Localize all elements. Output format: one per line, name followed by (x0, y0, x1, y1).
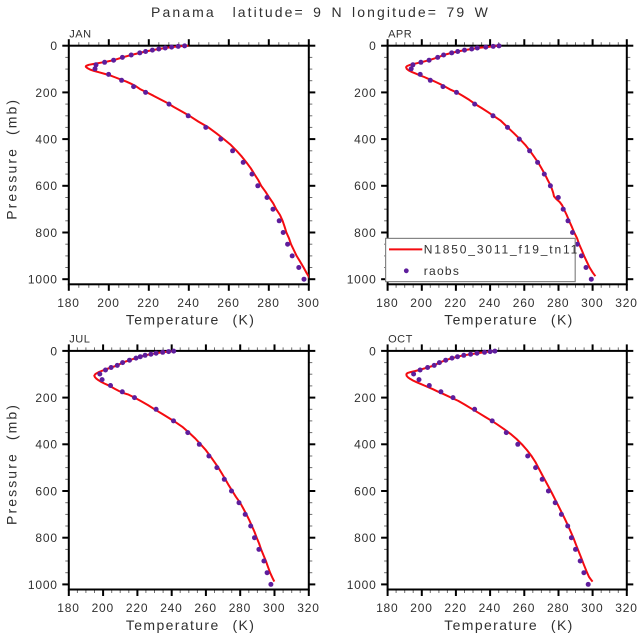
svg-text:JUL: JUL (69, 334, 90, 346)
svg-text:800: 800 (354, 226, 376, 240)
svg-text:300: 300 (297, 296, 319, 310)
svg-text:320: 320 (615, 601, 637, 615)
svg-text:240: 240 (479, 601, 501, 615)
svg-text:600: 600 (354, 484, 376, 498)
svg-text:320: 320 (615, 296, 637, 310)
svg-text:180: 180 (376, 601, 398, 615)
svg-text:Temperature (K): Temperature (K) (126, 617, 255, 633)
svg-text:Pressure (mb): Pressure (mb) (4, 403, 20, 525)
svg-text:Panama latitude= 9 N longitud: Panama latitude= 9 N longitude= 79 W (151, 4, 490, 20)
svg-text:APR: APR (388, 28, 412, 40)
svg-text:OCT: OCT (388, 334, 413, 346)
svg-text:200: 200 (410, 296, 432, 310)
svg-text:220: 220 (444, 601, 466, 615)
svg-text:Pressure (mb): Pressure (mb) (4, 98, 20, 220)
svg-text:200: 200 (35, 86, 57, 100)
svg-text:200: 200 (354, 86, 376, 100)
svg-text:220: 220 (444, 296, 466, 310)
svg-text:800: 800 (35, 226, 57, 240)
svg-text:280: 280 (229, 601, 251, 615)
svg-text:Temperature (K): Temperature (K) (126, 312, 255, 328)
svg-text:0: 0 (369, 344, 376, 358)
svg-text:600: 600 (354, 179, 376, 193)
svg-text:220: 220 (137, 296, 159, 310)
svg-text:200: 200 (354, 391, 376, 405)
svg-text:260: 260 (194, 601, 216, 615)
svg-text:0: 0 (50, 39, 57, 53)
svg-text:280: 280 (547, 601, 569, 615)
svg-text:200: 200 (35, 391, 57, 405)
svg-text:600: 600 (35, 179, 57, 193)
svg-text:240: 240 (479, 296, 501, 310)
svg-text:400: 400 (354, 133, 376, 147)
svg-text:1000: 1000 (347, 578, 377, 592)
svg-text:180: 180 (376, 296, 398, 310)
svg-text:240: 240 (160, 601, 182, 615)
svg-text:240: 240 (177, 296, 199, 310)
svg-text:raobs: raobs (424, 264, 461, 278)
svg-text:0: 0 (369, 39, 376, 53)
svg-text:260: 260 (513, 296, 535, 310)
svg-text:800: 800 (35, 531, 57, 545)
svg-text:200: 200 (97, 296, 119, 310)
svg-text:Temperature (K): Temperature (K) (444, 312, 573, 328)
svg-text:260: 260 (513, 601, 535, 615)
svg-text:400: 400 (35, 438, 57, 452)
svg-text:600: 600 (35, 484, 57, 498)
svg-text:400: 400 (35, 133, 57, 147)
svg-text:260: 260 (217, 296, 239, 310)
svg-text:1000: 1000 (28, 578, 58, 592)
svg-text:300: 300 (581, 296, 603, 310)
svg-text:1000: 1000 (28, 273, 58, 287)
svg-text:300: 300 (581, 601, 603, 615)
svg-text:0: 0 (50, 344, 57, 358)
svg-text:400: 400 (354, 438, 376, 452)
svg-text:Temperature (K): Temperature (K) (444, 617, 573, 633)
svg-text:280: 280 (547, 296, 569, 310)
svg-text:1000: 1000 (347, 273, 377, 287)
svg-text:800: 800 (354, 531, 376, 545)
svg-text:N1850_3011_f19_tn11: N1850_3011_f19_tn11 (424, 242, 579, 256)
svg-text:300: 300 (263, 601, 285, 615)
svg-text:280: 280 (257, 296, 279, 310)
svg-text:220: 220 (126, 601, 148, 615)
svg-text:200: 200 (410, 601, 432, 615)
svg-text:320: 320 (297, 601, 319, 615)
svg-text:JAN: JAN (69, 28, 91, 40)
svg-text:180: 180 (57, 601, 79, 615)
svg-text:180: 180 (57, 296, 79, 310)
svg-text:200: 200 (92, 601, 114, 615)
